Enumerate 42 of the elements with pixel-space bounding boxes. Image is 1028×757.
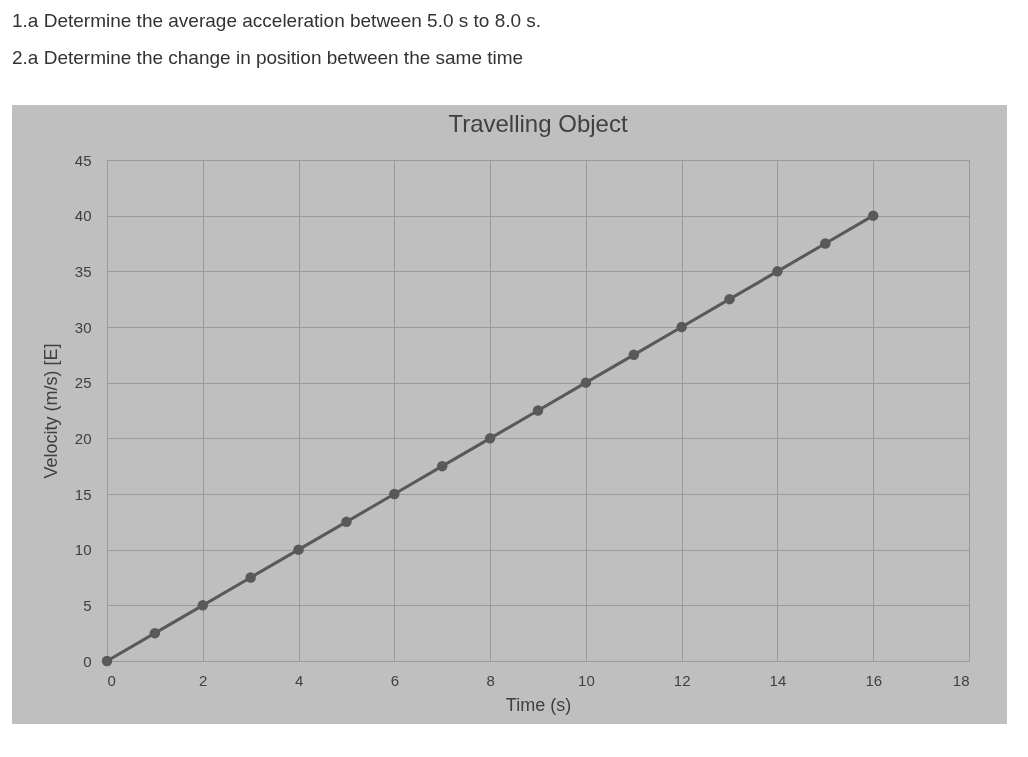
y-tick-label: 35: [74, 262, 92, 280]
y-tick-label: 40: [74, 207, 92, 225]
x-tick-label: 2: [199, 671, 208, 689]
point: [532, 405, 544, 416]
y-tick-label: 45: [74, 151, 92, 169]
chart-title: Travelling Object: [448, 110, 628, 137]
point: [580, 377, 592, 388]
x-axis-title: Time (s): [505, 694, 572, 715]
text: 2.a Determine the change in position between the same time: [12, 46, 525, 70]
x-tick-label: 12: [673, 671, 691, 689]
y-tick-label: 0: [83, 652, 92, 670]
y-tick-label: 15: [74, 485, 92, 503]
x-tick-label: 14: [769, 671, 787, 689]
y-tick-label: 5: [83, 596, 92, 614]
point: [389, 488, 400, 500]
point: [484, 433, 496, 444]
point: [149, 627, 161, 639]
x-tick-label: 0: [107, 671, 116, 689]
x-tick-label: 8: [486, 671, 495, 689]
text: 1.a Determine the average acceleration between 5.0 s to 8.0 s.: [12, 9, 543, 33]
point: [341, 516, 352, 528]
point: [245, 572, 256, 583]
point: [772, 266, 783, 277]
x-tick-label: 10: [578, 671, 595, 689]
point: [820, 238, 831, 249]
y-tick-label: 20: [74, 429, 92, 447]
y-tick-label: 10: [74, 541, 92, 559]
point: [867, 210, 879, 221]
x-tick-label: 18: [952, 671, 970, 689]
point: [676, 321, 687, 333]
x-tick-label: 16: [865, 671, 883, 689]
x-tick-label: 6: [390, 671, 400, 689]
point: [293, 544, 304, 555]
y-axis-title: Velocity (m/s) [E]: [40, 343, 61, 479]
point: [628, 349, 640, 361]
y-tick-label: 25: [74, 374, 92, 392]
point: [724, 293, 735, 305]
y-tick-label: 30: [74, 318, 92, 336]
point: [101, 655, 113, 667]
x-tick-label: 4: [294, 671, 304, 689]
point: [436, 460, 448, 472]
point: [197, 600, 209, 611]
